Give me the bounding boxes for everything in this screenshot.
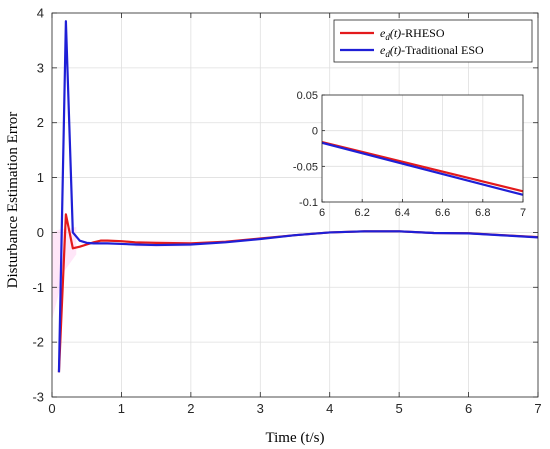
inset-x-tick-label: 6 xyxy=(319,207,325,219)
main-series xyxy=(57,20,539,373)
main-ticks: 0 1 2 3 4 5 6 7 -3 -2 -1 0 1 2 3 4 xyxy=(32,6,541,417)
y-tick-label: -2 xyxy=(32,335,44,350)
inset-y-tick-label: -0.05 xyxy=(293,161,318,173)
x-tick-label: 0 xyxy=(48,401,55,416)
main-plot-area xyxy=(52,13,538,397)
inset-x-tick-label: 7 xyxy=(520,207,526,219)
y-tick-label: 4 xyxy=(37,6,44,21)
x-tick-label: 4 xyxy=(326,401,333,416)
x-tick-label: 6 xyxy=(465,401,472,416)
x-tick-label: 7 xyxy=(534,401,541,416)
legend-entry: ed(t)-RHESO xyxy=(380,26,445,42)
legend-box xyxy=(333,19,533,63)
inset-y-tick-label: 0.05 xyxy=(297,90,318,102)
y-tick-label: 3 xyxy=(37,60,44,75)
inset-series-line-rheso xyxy=(321,141,524,193)
inset-x-tick-label: 6.4 xyxy=(395,207,410,219)
y-tick-label: 2 xyxy=(37,115,44,130)
inset-ticks: 6 6.2 6.4 6.6 6.8 7 -0.1 -0.05 0 0.05 xyxy=(293,90,526,219)
y-tick-label: 1 xyxy=(37,170,44,185)
inset-y-tick-label: 0 xyxy=(312,126,318,138)
inset-x-tick-label: 6.6 xyxy=(435,207,450,219)
y-tick-label: -1 xyxy=(32,280,44,295)
y-axis-label: Disturbance Estimation Error xyxy=(5,112,21,289)
y-tick-label: 0 xyxy=(37,225,44,240)
series-line-traditional-eso xyxy=(57,20,539,373)
error-band-shape xyxy=(52,226,77,321)
y-tick-label: -3 xyxy=(32,390,44,405)
inset-y-tick-label: -0.1 xyxy=(299,197,318,209)
x-tick-label: 5 xyxy=(396,401,403,416)
inset-series-line-traditional-eso xyxy=(321,141,524,196)
inset-x-tick-label: 6.2 xyxy=(355,207,370,219)
x-tick-label: 2 xyxy=(187,401,194,416)
legend-entry: ed(t)-Traditional ESO xyxy=(380,43,484,59)
inset-plot-frame xyxy=(321,94,524,203)
inset-series xyxy=(321,141,524,196)
x-axis-label: Time (t/s) xyxy=(265,430,324,446)
inset-x-tick-label: 6.8 xyxy=(475,207,490,219)
main-plot-frame xyxy=(51,12,539,398)
x-tick-label: 1 xyxy=(118,401,125,416)
x-tick-label: 3 xyxy=(257,401,264,416)
